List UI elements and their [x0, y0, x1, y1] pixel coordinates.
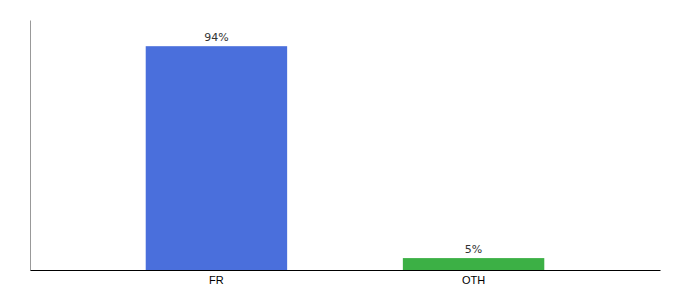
bar: [403, 258, 544, 270]
x-tick: OTH: [462, 270, 485, 286]
data-label: 94%: [204, 31, 228, 44]
bars: [146, 46, 545, 270]
chart: FR OTH 94% 5%: [0, 0, 680, 300]
data-label: 5%: [465, 243, 482, 256]
x-tick-label: FR: [209, 274, 224, 286]
data-labels: 94% 5%: [204, 31, 482, 256]
bar: [146, 46, 287, 270]
plot-area: FR OTH 94% 5%: [31, 21, 661, 286]
x-axis-line: [31, 270, 661, 271]
y-axis-line: [30, 21, 31, 271]
x-tick-label: OTH: [462, 274, 485, 286]
x-axis: FR OTH: [31, 270, 661, 286]
y-axis: [30, 21, 31, 271]
x-tick: FR: [209, 270, 224, 286]
